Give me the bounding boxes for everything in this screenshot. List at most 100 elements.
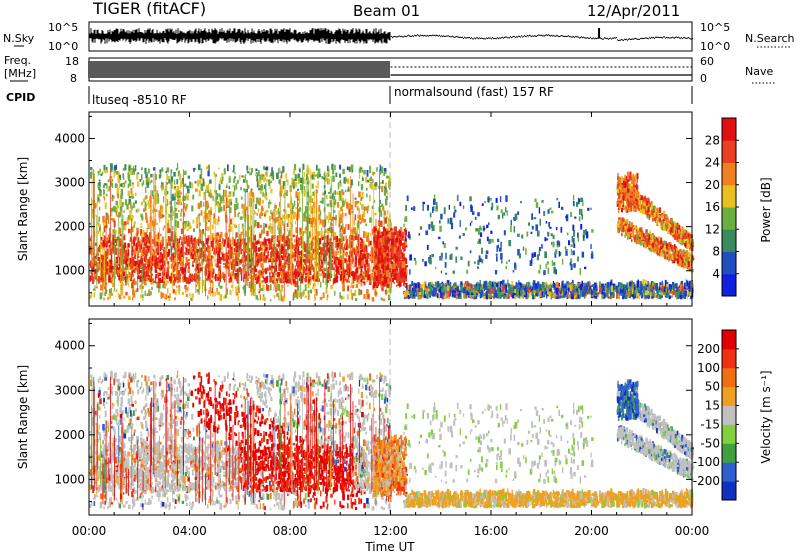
power-cell: [184, 274, 186, 282]
power-cell: [173, 273, 176, 278]
power-cell: [317, 278, 321, 282]
power-cell: [110, 258, 113, 261]
power-cell: [120, 194, 123, 199]
power-cell: [158, 254, 160, 261]
power-cell: [318, 246, 321, 250]
power-cell: [323, 172, 325, 177]
power-cell: [210, 280, 213, 283]
power-cell: [97, 257, 100, 261]
power-cell: [308, 257, 311, 264]
power-cell: [353, 219, 356, 226]
power-cell: [351, 232, 354, 237]
power-cell: [348, 280, 350, 283]
power-cell: [161, 241, 164, 247]
power-cell: [356, 228, 359, 231]
power-cell: [402, 244, 405, 250]
power-cell: [135, 165, 137, 172]
power-cell: [160, 279, 164, 283]
power-cell: [264, 177, 266, 181]
power-cell: [229, 207, 232, 213]
power-cell: [269, 258, 272, 262]
power-cell: [380, 297, 383, 301]
power-cell: [373, 172, 376, 175]
power-cell: [236, 252, 240, 259]
power-cell: [119, 255, 121, 260]
power-cell: [360, 258, 363, 263]
power-cell: [155, 209, 158, 212]
power-cell: [300, 177, 303, 183]
power-cell: [140, 259, 142, 262]
power-cell: [405, 234, 409, 238]
power-cell: [360, 198, 363, 202]
power-cell: [287, 284, 289, 288]
power-cell: [111, 197, 114, 202]
power-cell: [339, 180, 342, 184]
power-cell: [223, 244, 226, 247]
power-cell: [229, 225, 232, 232]
power-cell: [112, 232, 115, 236]
power-cell: [179, 266, 182, 271]
power-cell: [238, 244, 242, 250]
power-cell: [152, 239, 155, 245]
power-cell: [160, 208, 164, 213]
power-cell: [209, 179, 212, 184]
power-cell: [328, 242, 330, 246]
power-cell: [153, 167, 156, 171]
power-cell: [150, 266, 153, 271]
power-cell: [201, 241, 205, 246]
power-cell: [240, 274, 243, 281]
power-cell: [219, 195, 222, 201]
power-cell: [287, 180, 289, 186]
power-cell: [314, 292, 317, 296]
power-cell: [272, 266, 275, 269]
power-cell: [295, 174, 298, 179]
power-cell: [154, 241, 157, 247]
power-cell: [235, 292, 239, 296]
power-cell: [177, 254, 180, 258]
power-cell: [352, 272, 355, 280]
power-cell: [170, 169, 173, 174]
power-cell: [345, 241, 349, 246]
power-cell: [322, 277, 325, 282]
power-cell: [119, 234, 122, 237]
power-cell: [288, 258, 291, 264]
power-cell: [369, 176, 373, 182]
power-cell: [376, 273, 379, 278]
power-cell: [346, 263, 349, 271]
power-cell: [269, 185, 271, 189]
power-cell: [166, 288, 169, 294]
power-cell: [132, 258, 135, 263]
power-cell: [389, 257, 391, 262]
power-cell: [295, 290, 298, 293]
power-cell: [148, 247, 151, 251]
power-cell: [215, 201, 218, 207]
power-cell: [180, 253, 182, 260]
power-cell: [116, 214, 120, 218]
nsky-trace: [88, 28, 694, 44]
power-cell: [348, 167, 351, 172]
power-cell: [292, 279, 296, 284]
power-cell: [279, 186, 282, 192]
power-cell: [117, 236, 120, 241]
power-cell: [364, 256, 368, 263]
power-cell: [225, 232, 228, 240]
power-cell: [341, 235, 343, 243]
power-cell: [92, 279, 95, 285]
power-cell: [189, 292, 191, 297]
power-cell: [235, 183, 238, 190]
power-cell: [202, 229, 205, 234]
power-cell: [162, 214, 165, 218]
power-cell: [295, 275, 297, 279]
power-cell: [324, 174, 328, 182]
power-cell: [359, 273, 363, 276]
power-cell: [297, 178, 300, 184]
power-cell: [177, 287, 180, 293]
power-cell: [179, 273, 182, 277]
power-cell: [319, 296, 323, 300]
power-cell: [314, 174, 317, 177]
power-cell: [340, 206, 342, 211]
power-cell: [287, 272, 290, 278]
power-cell: [225, 201, 228, 207]
power-cell: [192, 251, 195, 255]
power-cell: [240, 241, 243, 245]
